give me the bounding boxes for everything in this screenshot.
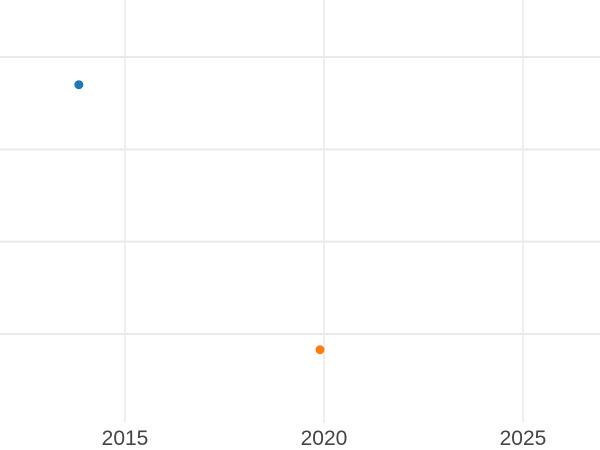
x-tick-label: 2025 <box>500 427 547 450</box>
data-point-series-blue[interactable] <box>74 80 84 90</box>
x-tick-label: 2020 <box>301 427 348 450</box>
data-point-series-orange[interactable] <box>315 345 325 355</box>
x-tick-label: 2015 <box>102 427 149 450</box>
